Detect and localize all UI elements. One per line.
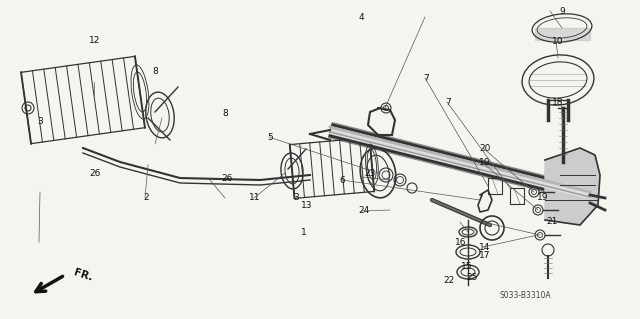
Text: 8: 8 [153,67,158,76]
Text: 1: 1 [301,228,307,237]
Text: 17: 17 [479,251,491,260]
Text: 23: 23 [364,169,376,178]
Text: 25: 25 [467,273,478,282]
Text: 14: 14 [479,243,491,252]
Text: 4: 4 [359,13,364,22]
Text: S033-B3310A: S033-B3310A [500,291,552,300]
Text: 18: 18 [552,98,564,107]
Text: 19: 19 [479,158,491,167]
Text: 19: 19 [537,193,548,202]
Text: 15: 15 [461,262,473,271]
Text: 16: 16 [455,238,467,247]
Text: 21: 21 [546,217,557,226]
Text: 6: 6 [340,176,345,185]
Text: 7: 7 [445,98,451,107]
Text: FR.: FR. [72,267,93,283]
Text: 8: 8 [223,109,228,118]
Polygon shape [535,28,590,40]
Text: 3: 3 [293,193,298,202]
Text: 5: 5 [268,133,273,142]
Text: 11: 11 [249,193,260,202]
Text: 12: 12 [89,36,100,45]
Text: 9: 9 [559,7,564,16]
Text: 10: 10 [552,37,564,46]
Text: 20: 20 [479,144,491,153]
Text: 3: 3 [37,117,42,126]
Text: 22: 22 [444,276,455,285]
Text: 7: 7 [423,74,428,83]
Text: 24: 24 [358,206,369,215]
Text: 2: 2 [143,193,148,202]
Text: 26: 26 [89,169,100,178]
Polygon shape [545,148,600,225]
Text: 26: 26 [221,174,233,183]
Text: 13: 13 [301,201,313,210]
